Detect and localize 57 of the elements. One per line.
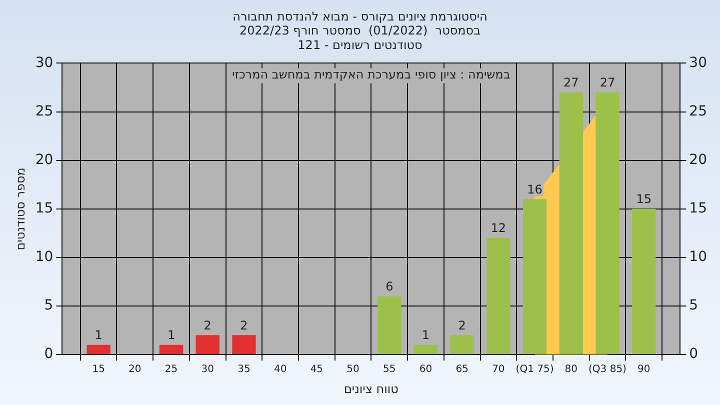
y2-tick-label: 25 bbox=[689, 103, 708, 120]
y2-tick-label: 30 bbox=[689, 54, 708, 71]
x-tick-label: 35 bbox=[238, 364, 250, 376]
y-tick-label: 15 bbox=[35, 200, 54, 217]
chart-subtitle: בסמסטר (01/2022) סמסטר חורף 2022/23 סטודנטים רשומים - 121 bbox=[239, 24, 481, 52]
bar bbox=[232, 335, 256, 354]
data-label: 27 bbox=[563, 75, 579, 90]
x-tick-label: 80 bbox=[564, 364, 578, 376]
data-label: 2 bbox=[240, 318, 248, 332]
y2-tick-label: 10 bbox=[689, 249, 708, 266]
data-label: 1 bbox=[167, 328, 176, 342]
bar bbox=[486, 238, 510, 354]
x-tick-label: 65 bbox=[456, 364, 468, 376]
x-tick-label: 30 bbox=[201, 364, 214, 376]
y-tick-label: 5 bbox=[44, 298, 54, 314]
y2-tick-label: 15 bbox=[689, 200, 708, 217]
y-tick-label: 0 bbox=[44, 346, 54, 362]
x-tick-label: 25 bbox=[164, 364, 178, 376]
bar bbox=[159, 344, 184, 354]
y-tick-label: 30 bbox=[35, 54, 54, 71]
data-label: 2 bbox=[458, 318, 466, 332]
data-label: 12 bbox=[490, 221, 506, 236]
x-axis-title: טווח ציונים bbox=[344, 382, 399, 396]
y2-tick-label: 0 bbox=[689, 346, 698, 362]
bar bbox=[522, 199, 547, 354]
y2-tick-label: 20 bbox=[689, 152, 708, 168]
y-tick-label: 20 bbox=[35, 152, 54, 168]
annotation: במשימה : ציון סופי במערכת האקדמית במחשב המרכזי bbox=[232, 67, 510, 82]
y-axis-title: מספר סטודנטים bbox=[13, 168, 28, 250]
y2-tick-label: 5 bbox=[689, 298, 698, 314]
x-tick-label: 20 bbox=[128, 364, 142, 376]
x-tick-label: (Q3 85) bbox=[588, 364, 627, 376]
bar bbox=[378, 296, 402, 354]
data-label: 6 bbox=[386, 279, 394, 294]
data-label: 2 bbox=[204, 318, 212, 332]
data-label: 1 bbox=[94, 328, 102, 342]
data-label: 1 bbox=[422, 328, 430, 342]
bar bbox=[86, 344, 110, 354]
bar bbox=[196, 335, 220, 354]
y-tick-label: 25 bbox=[35, 103, 54, 120]
data-label: 16 bbox=[527, 182, 542, 196]
x-tick-label: 90 bbox=[637, 364, 650, 376]
x-tick-label: (Q1 75) bbox=[516, 364, 554, 376]
x-tick-label: 15 bbox=[92, 364, 105, 376]
data-label: 15 bbox=[636, 192, 652, 206]
chart-title: היסטוגרמת ציונים בקורס - מבוא להנדסת תחבורה bbox=[232, 9, 488, 24]
x-tick-label: 50 bbox=[346, 364, 360, 376]
x-tick-label: 60 bbox=[419, 364, 432, 376]
x-tick-label: 70 bbox=[492, 364, 505, 376]
x-tick-label: 55 bbox=[383, 364, 396, 376]
bar bbox=[414, 344, 438, 354]
y-tick-label: 10 bbox=[35, 249, 54, 266]
x-tick-label: 45 bbox=[310, 364, 324, 376]
bar bbox=[450, 335, 474, 354]
x-tick-label: 40 bbox=[274, 364, 287, 376]
data-label: 27 bbox=[600, 75, 616, 90]
bar bbox=[632, 208, 656, 354]
